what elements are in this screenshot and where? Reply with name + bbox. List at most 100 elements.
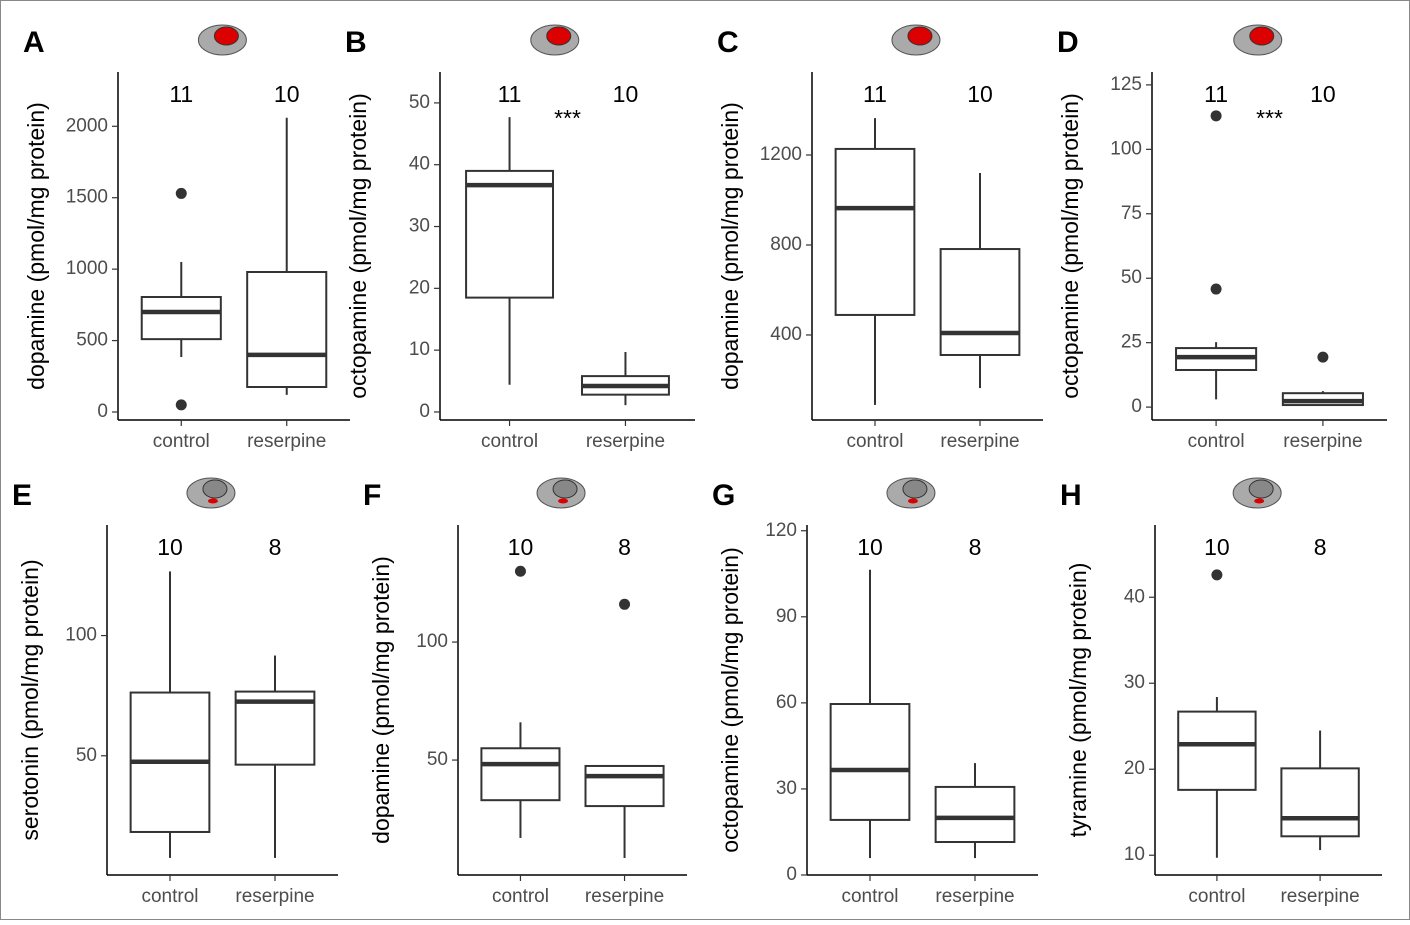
- y-tick-label: 30: [1124, 672, 1145, 693]
- box: [142, 297, 221, 339]
- y-axis-label: octopamine (pmol/mg protein): [1057, 93, 1083, 399]
- y-tick-label: 20: [409, 277, 430, 298]
- x-tick-label: reserpine: [940, 431, 1019, 452]
- y-tick-label: 20: [1124, 758, 1145, 779]
- x-tick-label: control: [846, 431, 903, 452]
- x-tick-label: reserpine: [935, 886, 1014, 907]
- y-axis-label: tyramine (pmol/mg protein): [1065, 563, 1091, 838]
- brain-icon-region: [208, 499, 218, 504]
- y-axis-label: octopamine (pmol/mg protein): [717, 547, 743, 853]
- n-label: 8: [1314, 534, 1327, 560]
- n-label: 8: [969, 534, 982, 560]
- y-tick-label: 60: [776, 692, 797, 713]
- brain-icon-region: [1254, 499, 1264, 504]
- box: [831, 704, 910, 820]
- y-tick-label: 1000: [66, 258, 108, 279]
- n-label: 10: [508, 534, 534, 560]
- box: [481, 748, 559, 800]
- outlier: [515, 566, 526, 577]
- n-label: 8: [269, 534, 282, 560]
- outlier: [1211, 110, 1222, 121]
- y-tick-label: 30: [776, 778, 797, 799]
- brain-icon-region: [908, 27, 932, 45]
- x-tick-label: control: [481, 431, 538, 452]
- panel-letter: E: [12, 479, 32, 512]
- x-tick-label: reserpine: [585, 886, 664, 907]
- x-tick-label: reserpine: [1283, 431, 1362, 452]
- box: [586, 766, 664, 806]
- box: [1178, 712, 1255, 790]
- n-label: 11: [498, 81, 522, 107]
- x-tick-label: reserpine: [586, 431, 665, 452]
- y-tick-label: 90: [776, 606, 797, 627]
- y-tick-label: 0: [97, 401, 108, 422]
- outlier: [176, 188, 187, 199]
- y-tick-label: 10: [409, 339, 430, 360]
- y-tick-label: 500: [76, 330, 108, 351]
- y-tick-label: 50: [1121, 267, 1142, 288]
- y-tick-label: 30: [409, 216, 430, 237]
- figure: 0500100015002000dopamine (pmol/mg protei…: [0, 0, 1410, 920]
- x-tick-label: reserpine: [1280, 886, 1359, 907]
- y-tick-label: 2000: [66, 115, 108, 136]
- n-label: 10: [1204, 534, 1230, 560]
- y-tick-label: 75: [1121, 203, 1142, 224]
- y-axis-label: dopamine (pmol/mg protein): [368, 556, 394, 844]
- y-tick-label: 0: [419, 401, 430, 422]
- box: [1281, 768, 1358, 836]
- y-tick-label: 800: [770, 234, 802, 255]
- significance: ***: [554, 105, 581, 131]
- significance: ***: [1256, 105, 1283, 131]
- panel-letter: D: [1057, 26, 1079, 59]
- y-tick-label: 40: [409, 154, 430, 175]
- box: [247, 272, 326, 387]
- x-tick-label: reserpine: [235, 886, 314, 907]
- brain-icon-region: [558, 499, 568, 504]
- x-tick-label: control: [492, 886, 549, 907]
- outlier: [1211, 569, 1222, 580]
- panel-letter: B: [345, 26, 367, 59]
- brain-icon-region: [908, 499, 918, 504]
- outlier: [619, 599, 630, 610]
- brain-icon-region: [1249, 480, 1273, 498]
- box: [466, 171, 553, 298]
- n-label: 11: [169, 81, 193, 107]
- n-label: 11: [1204, 81, 1228, 107]
- y-tick-label: 120: [765, 520, 797, 541]
- panel-letter: F: [363, 479, 381, 512]
- panel-letter: C: [717, 26, 739, 59]
- brain-icon-region: [203, 480, 227, 498]
- outlier: [1317, 352, 1328, 363]
- y-tick-label: 50: [76, 745, 97, 766]
- n-label: 10: [1310, 81, 1336, 107]
- y-axis-label: dopamine (pmol/mg protein): [717, 102, 743, 390]
- y-tick-label: 50: [409, 92, 430, 113]
- n-label: 10: [857, 534, 883, 560]
- x-tick-label: control: [1188, 886, 1245, 907]
- x-tick-label: control: [1188, 431, 1245, 452]
- n-label: 10: [157, 534, 183, 560]
- x-tick-label: control: [153, 431, 210, 452]
- y-tick-label: 50: [427, 749, 448, 770]
- n-label: 10: [967, 81, 993, 107]
- y-tick-label: 100: [416, 631, 448, 652]
- brain-icon-region: [547, 27, 571, 45]
- n-label: 8: [618, 534, 631, 560]
- n-label: 11: [863, 81, 887, 107]
- box: [936, 787, 1015, 842]
- box: [941, 249, 1020, 355]
- y-tick-label: 100: [1110, 138, 1142, 159]
- y-tick-label: 1200: [760, 144, 802, 165]
- brain-icon-region: [214, 27, 238, 45]
- n-label: 10: [613, 81, 639, 107]
- panel-letter: G: [712, 479, 735, 512]
- y-tick-label: 125: [1110, 74, 1142, 95]
- box: [836, 149, 915, 315]
- brain-icon-region: [1250, 27, 1274, 45]
- x-tick-label: reserpine: [247, 431, 326, 452]
- outlier: [176, 399, 187, 410]
- y-axis-label: serotonin (pmol/mg protein): [17, 559, 43, 840]
- y-tick-label: 100: [65, 625, 97, 646]
- y-tick-label: 400: [770, 324, 802, 345]
- brain-icon-region: [553, 480, 577, 498]
